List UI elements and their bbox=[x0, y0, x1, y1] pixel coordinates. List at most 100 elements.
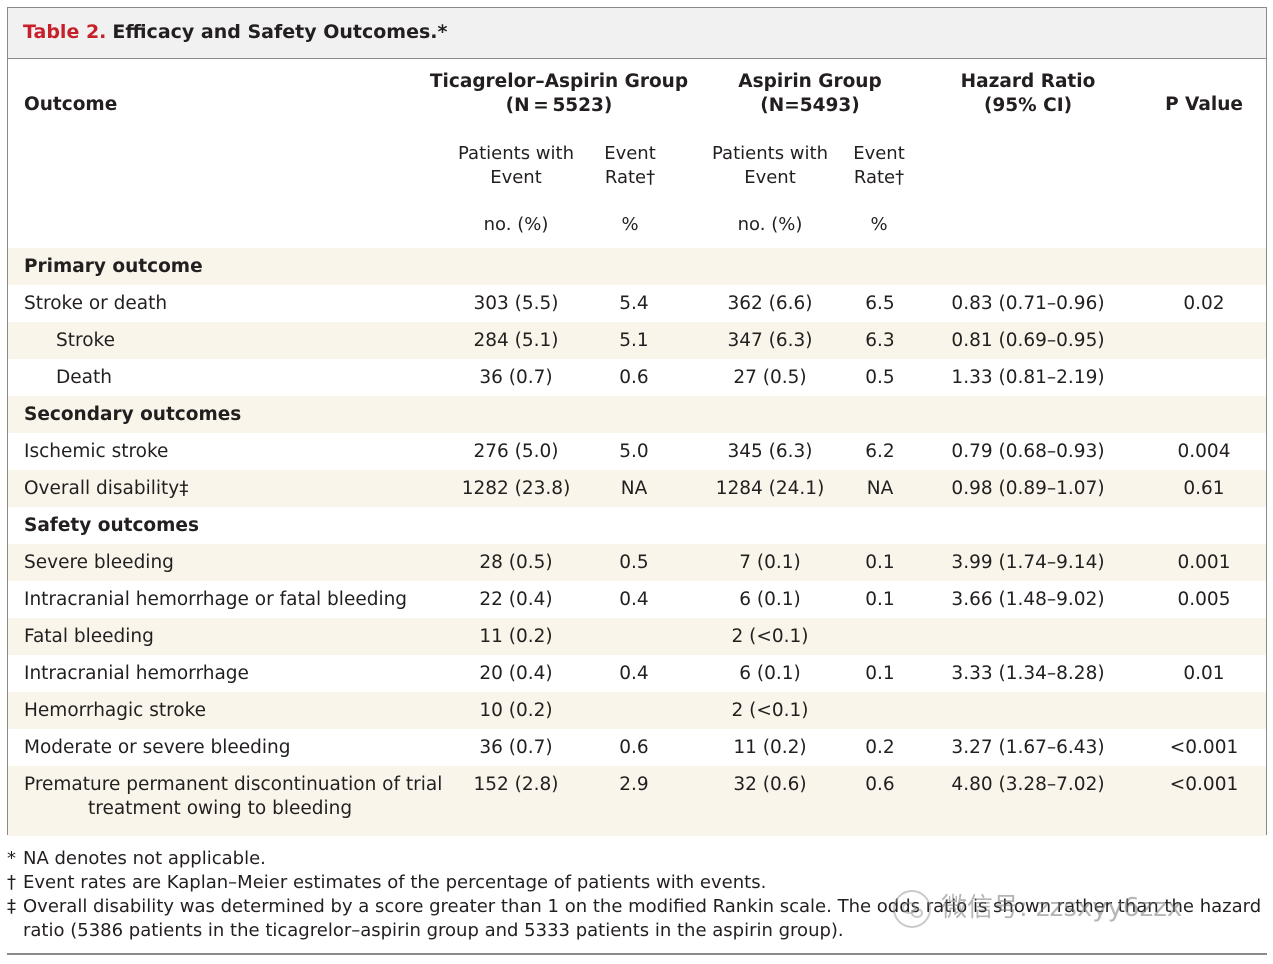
g1-rate-cell: 0.6 bbox=[619, 367, 649, 388]
p-value-cell: 0.005 bbox=[1177, 589, 1231, 610]
g1-patients-cell: 20 (0.4) bbox=[479, 663, 553, 684]
hazard-ratio-cell: 0.81 (0.69–0.95) bbox=[951, 330, 1105, 351]
outcome-cell: Hemorrhagic stroke bbox=[24, 700, 207, 721]
g2-rate-cell: 0.2 bbox=[865, 737, 895, 758]
subheader-text: Rate† bbox=[853, 167, 905, 188]
g2-rate-cell: 6.3 bbox=[865, 330, 895, 351]
g2-rate-cell: 6.5 bbox=[865, 293, 895, 314]
footnote-text: NA denotes not applicable. bbox=[23, 848, 266, 869]
hazard-ratio-cell: 3.33 (1.34–8.28) bbox=[951, 663, 1105, 684]
wechat-icon bbox=[893, 889, 931, 928]
header-hr-ci: (95% CI) bbox=[983, 95, 1073, 116]
table-title-bar: Table 2. Efficacy and Safety Outcomes.* bbox=[8, 8, 1266, 59]
section-row: Primary outcome bbox=[8, 248, 1266, 285]
g2-patients-cell: 2 (<0.1) bbox=[731, 626, 809, 647]
footnote-3: ‡ Overall disability was determined by a … bbox=[7, 895, 1267, 919]
footnote-symbol: ‡ bbox=[7, 896, 16, 917]
g1-patients-cell: 1282 (23.8) bbox=[461, 478, 571, 499]
unit-g1-patients: no. (%) bbox=[483, 214, 549, 235]
g1-patients-cell: 303 (5.5) bbox=[473, 293, 559, 314]
g2-rate-cell: 0.1 bbox=[865, 552, 895, 573]
outcome-cell: Overall disability‡ bbox=[24, 478, 189, 499]
p-value-cell: 0.02 bbox=[1183, 293, 1225, 314]
g1-patients-cell: 276 (5.0) bbox=[473, 441, 559, 462]
header-group2: Aspirin Group (N=5493) bbox=[700, 70, 920, 118]
subheader-text: Event bbox=[744, 167, 796, 188]
header-group2-name: Aspirin Group bbox=[738, 71, 882, 92]
g1-rate-cell: 0.6 bbox=[619, 737, 649, 758]
unit-g2-patients: no. (%) bbox=[737, 214, 803, 235]
g1-rate-cell: 5.4 bbox=[619, 293, 649, 314]
g1-rate-cell: 0.4 bbox=[619, 663, 649, 684]
table-row: Stroke or death 303 (5.5) 5.4 362 (6.6) 6.5 0… bbox=[8, 285, 1266, 322]
header-group1: Ticagrelor–Aspirin Group (N = 5523) bbox=[429, 70, 689, 118]
subheader-text: Patients with bbox=[458, 143, 574, 164]
table-row: Fatal bleeding 11 (0.2) 2 (<0.1) bbox=[8, 618, 1266, 655]
footnote-symbol: † bbox=[7, 872, 16, 893]
header-outcome: Outcome bbox=[24, 94, 118, 115]
g2-patients-cell: 1284 (24.1) bbox=[715, 478, 825, 499]
g2-rate-cell: NA bbox=[866, 478, 894, 499]
g2-rate-cell: 0.6 bbox=[865, 774, 895, 795]
hazard-ratio-cell: 4.80 (3.28–7.02) bbox=[951, 774, 1105, 795]
g2-patients-cell: 345 (6.3) bbox=[727, 441, 813, 462]
g1-rate-cell: 0.4 bbox=[619, 589, 649, 610]
table-row: Premature permanent discontinuation of t… bbox=[8, 766, 1266, 836]
p-value-cell: <0.001 bbox=[1169, 774, 1239, 795]
g2-patients-cell: 27 (0.5) bbox=[733, 367, 807, 388]
outcome-cell: Moderate or severe bleeding bbox=[24, 737, 291, 758]
subheader-text: Event bbox=[490, 167, 542, 188]
g2-patients-cell: 11 (0.2) bbox=[733, 737, 807, 758]
subheader-g1-rate: Event Rate† bbox=[590, 142, 670, 190]
g2-rate-cell: 0.1 bbox=[865, 589, 895, 610]
g2-patients-cell: 7 (0.1) bbox=[739, 552, 801, 573]
header-group1-name: Ticagrelor–Aspirin Group bbox=[429, 71, 689, 92]
outcome-cell: Severe bleeding bbox=[24, 552, 174, 573]
g1-patients-cell: 284 (5.1) bbox=[473, 330, 559, 351]
g2-patients-cell: 32 (0.6) bbox=[733, 774, 807, 795]
g1-rate-cell: 5.1 bbox=[619, 330, 649, 351]
hazard-ratio-cell: 0.83 (0.71–0.96) bbox=[951, 293, 1105, 314]
table-row: Death 36 (0.7) 0.6 27 (0.5) 0.5 1.33 (0.81–2.… bbox=[8, 359, 1266, 396]
g2-patients-cell: 347 (6.3) bbox=[727, 330, 813, 351]
hazard-ratio-cell: 3.66 (1.48–9.02) bbox=[951, 589, 1105, 610]
hazard-ratio-cell: 3.99 (1.74–9.14) bbox=[951, 552, 1105, 573]
g2-rate-cell: 0.5 bbox=[865, 367, 895, 388]
g1-rate-cell: 5.0 bbox=[619, 441, 649, 462]
g1-patients-cell: 22 (0.4) bbox=[479, 589, 553, 610]
footnote-text: Event rates are Kaplan–Meier estimates o… bbox=[23, 872, 767, 893]
unit-g2-rate: % bbox=[870, 214, 888, 235]
outcome-cell: Primary outcome bbox=[24, 256, 203, 277]
g2-rate-cell: 6.2 bbox=[865, 441, 895, 462]
p-value-cell: <0.001 bbox=[1169, 737, 1239, 758]
p-value-cell: 0.004 bbox=[1177, 441, 1231, 462]
header-hazard-ratio: Hazard Ratio (95% CI) bbox=[928, 70, 1128, 118]
table-row: Hemorrhagic stroke 10 (0.2) 2 (<0.1) bbox=[8, 692, 1266, 729]
g1-rate-cell: NA bbox=[620, 478, 648, 499]
p-value-cell: 0.61 bbox=[1183, 478, 1225, 499]
g2-rate-cell: 0.1 bbox=[865, 663, 895, 684]
outcome-cell: Safety outcomes bbox=[24, 515, 199, 536]
watermark-text: 微信号: zzsxyy6zzx bbox=[941, 893, 1183, 923]
unit-g1-rate: % bbox=[621, 214, 639, 235]
header-group1-n: (N = 5523) bbox=[505, 95, 613, 116]
watermark: 微信号: zzsxyy6zzx bbox=[893, 888, 1223, 928]
p-value-cell: 0.001 bbox=[1177, 552, 1231, 573]
outcome-cell-continued: treatment owing to bleeding bbox=[88, 798, 353, 819]
g1-patients-cell: 28 (0.5) bbox=[479, 552, 553, 573]
g1-rate-cell: 2.9 bbox=[619, 774, 649, 795]
subheader-text: Rate† bbox=[604, 167, 656, 188]
table-row: Overall disability‡ 1282 (23.8) NA 1284 (24… bbox=[8, 470, 1266, 507]
bottom-rule bbox=[7, 953, 1267, 955]
g2-patients-cell: 2 (<0.1) bbox=[731, 700, 809, 721]
subheader-g2-rate: Event Rate† bbox=[839, 142, 919, 190]
outcome-cell: Death bbox=[56, 367, 112, 388]
subheader-text: Event bbox=[853, 143, 905, 164]
g1-patients-cell: 10 (0.2) bbox=[479, 700, 553, 721]
outcome-cell: Premature permanent discontinuation of t… bbox=[24, 774, 443, 795]
header-hr-name: Hazard Ratio bbox=[960, 71, 1096, 92]
outcome-cell: Fatal bleeding bbox=[24, 626, 154, 647]
table-row: Ischemic stroke 276 (5.0) 5.0 345 (6.3) 6.2 0… bbox=[8, 433, 1266, 470]
subheader-g2-patients: Patients with Event bbox=[690, 142, 850, 190]
section-row: Secondary outcomes bbox=[8, 396, 1266, 433]
